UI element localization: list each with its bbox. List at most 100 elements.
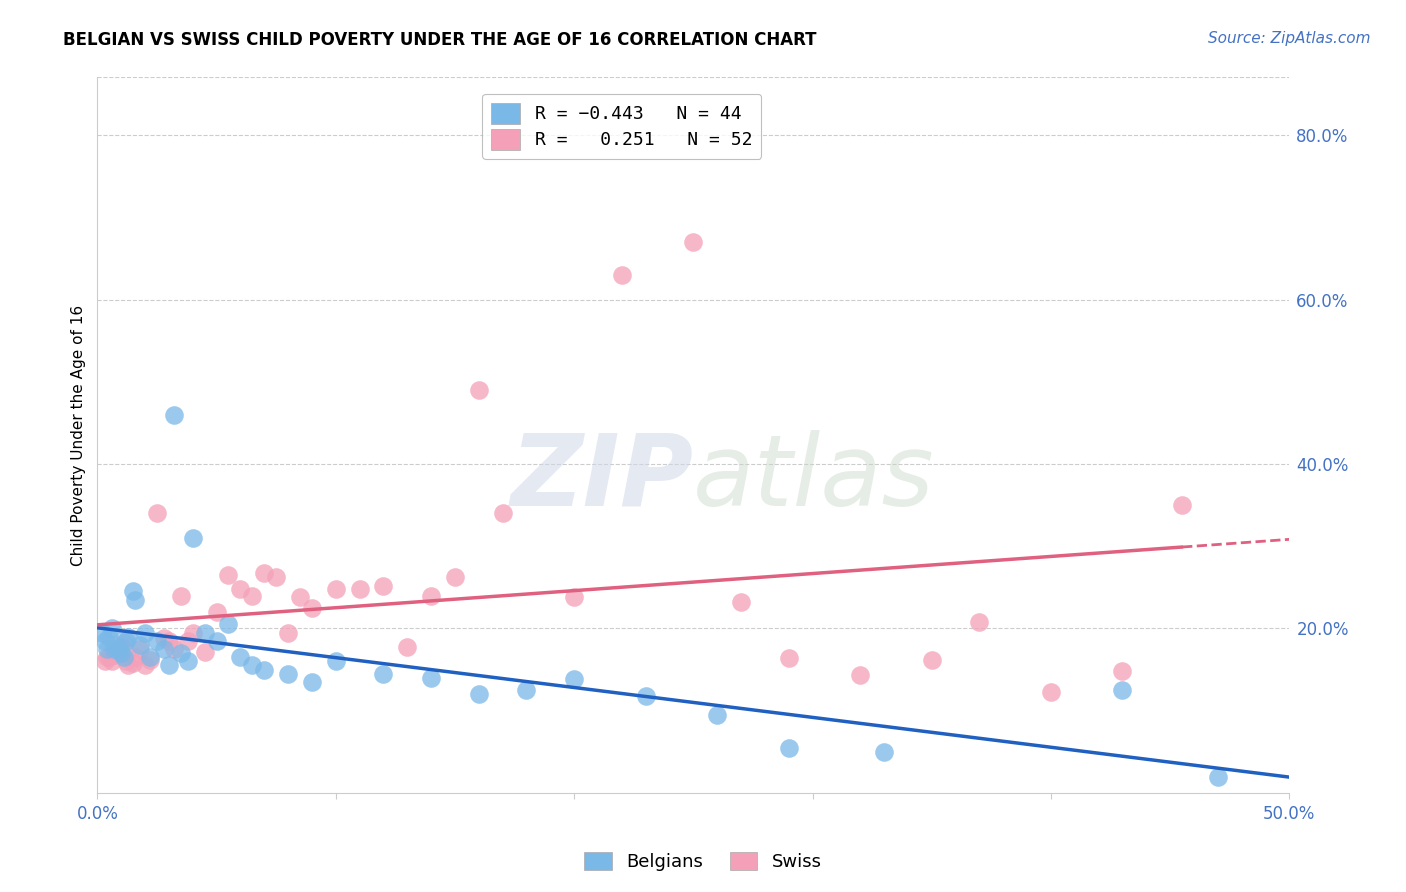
Point (253, 566, 276, 580)
Point (1206, 770, 1229, 784)
Point (373, 666, 395, 681)
Point (1171, 498, 1194, 512)
Point (730, 595, 752, 609)
Point (181, 531, 204, 545)
Point (1111, 683, 1133, 698)
Point (205, 605, 228, 619)
Point (229, 582, 252, 596)
Point (96, 650, 118, 665)
Point (288, 591, 311, 605)
Y-axis label: Child Poverty Under the Age of 16: Child Poverty Under the Age of 16 (72, 305, 86, 566)
Point (181, 625, 204, 640)
Point (253, 663, 276, 677)
Point (170, 589, 193, 603)
Point (562, 673, 585, 687)
Point (240, 658, 263, 673)
Point (100, 654, 122, 668)
Point (420, 589, 443, 603)
Point (170, 646, 193, 660)
Text: atlas: atlas (693, 430, 935, 526)
Point (444, 570, 467, 584)
Point (325, 582, 347, 596)
Point (93, 654, 115, 668)
Point (105, 646, 128, 660)
Point (778, 651, 800, 665)
Point (117, 630, 139, 644)
Point (146, 633, 169, 648)
Point (93, 633, 115, 648)
Point (129, 638, 152, 652)
Point (157, 633, 180, 648)
Point (124, 650, 146, 665)
Point (468, 687, 491, 701)
Point (134, 625, 156, 640)
Point (325, 654, 347, 668)
Legend: R = −0.443   N = 44, R =   0.251   N = 52: R = −0.443 N = 44, R = 0.251 N = 52 (482, 94, 761, 159)
Point (301, 675, 323, 690)
Point (778, 740, 800, 755)
Point (98, 650, 121, 665)
Point (96, 642, 118, 657)
Point (396, 640, 419, 654)
Point (969, 615, 991, 629)
Point (468, 383, 491, 397)
Point (634, 689, 657, 703)
Point (146, 506, 169, 520)
Point (134, 658, 156, 673)
Point (562, 591, 585, 605)
Point (139, 653, 162, 667)
Point (849, 668, 872, 682)
Point (117, 658, 139, 673)
Point (194, 625, 217, 640)
Point (115, 633, 138, 648)
Text: ZIP: ZIP (510, 430, 693, 526)
Point (277, 625, 299, 640)
Point (921, 653, 943, 667)
Point (301, 601, 323, 615)
Point (491, 506, 513, 520)
Point (91, 625, 114, 640)
Point (108, 642, 131, 657)
Point (264, 570, 287, 584)
Point (240, 589, 263, 603)
Point (122, 656, 145, 670)
Point (115, 654, 138, 668)
Point (110, 640, 132, 654)
Point (139, 650, 162, 665)
Point (277, 666, 299, 681)
Text: BELGIAN VS SWISS CHILD POVERTY UNDER THE AGE OF 16 CORRELATION CHART: BELGIAN VS SWISS CHILD POVERTY UNDER THE… (63, 31, 817, 49)
Point (217, 617, 239, 632)
Point (105, 638, 128, 652)
Point (229, 650, 252, 665)
Point (177, 654, 200, 668)
Point (103, 642, 125, 657)
Point (153, 632, 176, 646)
Point (112, 650, 135, 665)
Point (129, 642, 152, 657)
Point (122, 584, 145, 599)
Point (217, 568, 239, 582)
Point (103, 648, 125, 662)
Point (194, 644, 217, 658)
Point (373, 579, 395, 593)
Point (610, 268, 633, 282)
Point (162, 642, 184, 657)
Point (162, 408, 184, 422)
Point (124, 592, 146, 607)
Text: Source: ZipAtlas.com: Source: ZipAtlas.com (1208, 31, 1371, 46)
Point (110, 646, 132, 660)
Point (177, 633, 200, 648)
Point (205, 633, 228, 648)
Point (706, 707, 728, 722)
Point (112, 636, 135, 650)
Point (420, 671, 443, 685)
Legend: Belgians, Swiss: Belgians, Swiss (578, 845, 828, 879)
Point (157, 658, 180, 673)
Point (682, 235, 704, 249)
Point (1039, 685, 1062, 699)
Point (515, 683, 537, 698)
Point (153, 642, 176, 657)
Point (108, 642, 131, 657)
Point (100, 622, 122, 636)
Point (873, 745, 896, 759)
